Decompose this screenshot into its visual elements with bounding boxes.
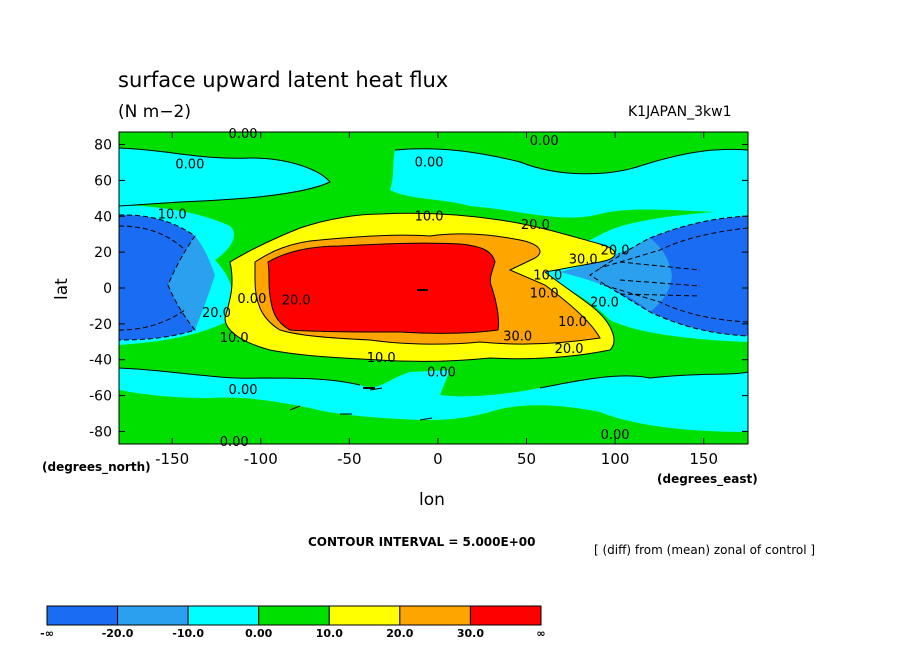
contour-label: 0.00 <box>415 155 444 170</box>
contour-label: 20.0 <box>555 342 584 357</box>
contour-label: 20.0 <box>590 295 619 310</box>
contour-label: 10.0 <box>533 268 562 283</box>
x-tick-label: 0 <box>433 450 443 468</box>
colorbar-label: -∞ <box>40 627 54 640</box>
colorbar-label: 0.00 <box>245 627 272 640</box>
contour-label: 0.00 <box>175 157 204 172</box>
negative-contours <box>119 214 748 341</box>
x-tick-label: 100 <box>601 450 630 468</box>
contour-label: 0.00 <box>229 383 258 398</box>
band-cyan-south <box>119 368 748 432</box>
contour-label: 20.0 <box>282 294 311 309</box>
contour-label: 0.00 <box>220 435 249 450</box>
band-blue-west <box>119 214 195 340</box>
contour-label: 10.0 <box>558 315 587 330</box>
y-tick-label: 80 <box>94 138 112 154</box>
colorbar-swatch <box>117 605 189 626</box>
contour-label: 0.00 <box>530 134 559 149</box>
x-axis: -150 -100 -50 0 50 100 150 <box>155 132 718 468</box>
colorbar-label: -10.0 <box>172 627 204 640</box>
small-features <box>363 289 428 389</box>
colorbar-swatch <box>469 605 542 626</box>
contour-label: 0.00 <box>601 428 630 443</box>
contour-label: 10.0 <box>530 286 559 301</box>
colorbar-label: ∞ <box>536 627 545 640</box>
contour-interval: CONTOUR INTERVAL = 5.000E+00 <box>308 535 536 549</box>
y-tick-label: -20 <box>89 317 112 333</box>
contour-label: 10.0 <box>367 351 396 366</box>
y-axis-label: lat <box>52 278 72 300</box>
y-tick-label: -40 <box>89 353 112 369</box>
contour-label: 0.00 <box>237 292 266 307</box>
y-axis: -80 -60 -40 -20 0 20 40 60 80 <box>89 138 748 440</box>
y-tick-label: 40 <box>94 209 112 225</box>
band-red <box>268 243 499 334</box>
colorbar-swatch <box>258 605 330 626</box>
y-axis-units: (degrees_north) <box>42 460 151 474</box>
y-tick-label: 20 <box>94 245 112 261</box>
band-cyan-north <box>119 148 330 206</box>
x-axis-label: lon <box>419 490 445 510</box>
contour-lines <box>119 147 748 421</box>
band-lightblue-east <box>560 238 672 312</box>
x-tick-label: 50 <box>517 450 536 468</box>
contour-fill <box>119 132 748 444</box>
contour-label: 0.00 <box>229 127 258 142</box>
plot-note: [ (diff) from (mean) zonal of control ] <box>594 543 816 557</box>
contour-label: 20.0 <box>202 306 231 321</box>
contour-label: 20.0 <box>601 243 630 258</box>
colorbar-label: 10.0 <box>316 627 343 640</box>
y-tick-label: 0 <box>103 281 112 297</box>
chart-units: (N m−2) <box>118 102 192 122</box>
colorbar-label: 30.0 <box>457 627 484 640</box>
contour-label: 10.0 <box>158 207 187 222</box>
y-tick-label: 60 <box>94 173 112 189</box>
colorbar-swatch <box>187 605 260 626</box>
y-tick-label: -60 <box>89 389 112 405</box>
x-axis-units: (degrees_east) <box>657 472 758 486</box>
colorbar-swatch <box>399 605 471 626</box>
y-tick-label: -80 <box>89 424 112 440</box>
colorbar: -∞ -20.0 -10.0 0.00 10.0 20.0 30.0 ∞ <box>40 605 546 640</box>
chart-title: surface upward latent heat flux <box>118 68 449 92</box>
colorbar-swatch <box>46 605 119 626</box>
colorbar-label: 20.0 <box>386 627 413 640</box>
contour-label: 30.0 <box>569 252 598 267</box>
contour-label: 10.0 <box>415 209 444 224</box>
run-name: K1JAPAN_3kw1 <box>628 104 732 120</box>
contour-label: 30.0 <box>503 329 532 344</box>
contour-label: 0.00 <box>427 365 456 380</box>
band-lightblue-west <box>168 236 215 330</box>
x-tick-label: -150 <box>155 450 189 468</box>
colorbar-swatch <box>328 605 401 626</box>
contour-label: 10.0 <box>220 331 249 346</box>
colorbar-label: -20.0 <box>102 627 134 640</box>
x-tick-label: -100 <box>244 450 278 468</box>
x-tick-label: 150 <box>689 450 718 468</box>
contour-label: 20.0 <box>521 218 550 233</box>
x-tick-label: -50 <box>337 450 362 468</box>
band-cyan-north-east <box>390 148 748 218</box>
